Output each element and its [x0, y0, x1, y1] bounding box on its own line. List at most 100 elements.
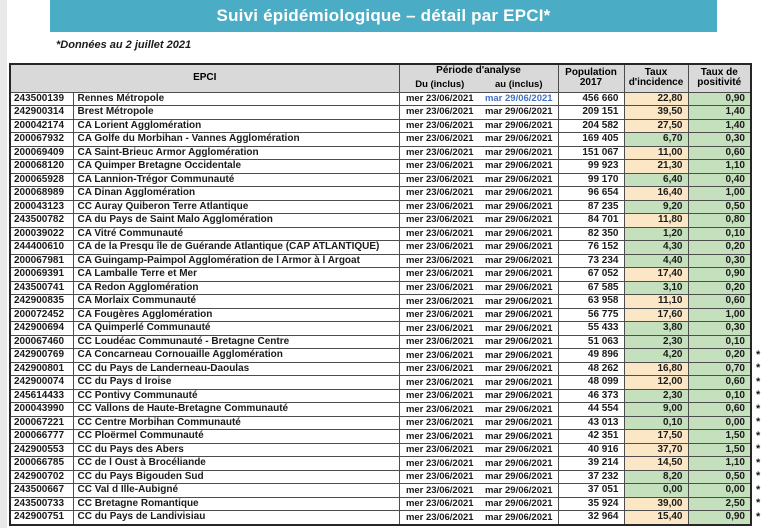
cell-positivity-rate: 1,50: [687, 429, 752, 444]
cell-epci-name: CC du Pays des Abers: [72, 442, 400, 458]
cell-asterisk: *: [751, 429, 765, 444]
cell-date-start: mer 23/06/2021: [398, 267, 480, 282]
cell-date-end: mar 29/06/2021: [480, 254, 559, 269]
cell-asterisk: *: [751, 497, 765, 511]
cell-epci-code: 200067221: [9, 415, 74, 431]
cell-date-end: mar 29/06/2021: [480, 348, 559, 363]
cell-epci-code: 200042174: [9, 118, 74, 134]
cell-date-start: mer 23/06/2021: [398, 145, 480, 161]
cell-date-end: mar 29/06/2021: [480, 200, 559, 215]
cell-population: 48 099: [557, 375, 625, 390]
cell-epci-code: 244400610: [9, 240, 74, 255]
cell-population: 43 013: [557, 415, 625, 431]
header-date-au: au (inclus): [480, 78, 559, 93]
cell-epci-name: Brest Métropole: [72, 105, 400, 120]
cell-epci-code: 200066785: [9, 456, 74, 471]
cell-epci-code: 242900835: [9, 294, 74, 309]
cell-population: 40 916: [557, 442, 625, 458]
cell-date-start: mer 23/06/2021: [398, 456, 480, 471]
header-taux-positivite: Taux de positivité: [687, 63, 752, 93]
cell-epci-code: 200067460: [9, 334, 74, 350]
cell-date-start: mer 23/06/2021: [398, 253, 480, 269]
table-row: 243500733 CC Bretagne Romantique mer 23/06…: [9, 496, 765, 512]
cell-epci-name: CC Vallons de Haute-Bretagne Communauté: [72, 402, 400, 417]
cell-date-start: mer 23/06/2021: [398, 172, 480, 188]
table-row: 200069409 CA Saint-Brieuc Armor Aggloméra…: [9, 145, 765, 161]
cell-epci-code: 242900314: [9, 105, 74, 120]
cell-epci-name: CC de l Oust à Brocéliande: [72, 456, 400, 471]
cell-asterisk: *: [751, 375, 765, 390]
cell-population: 67 052: [557, 267, 625, 282]
cell-epci-code: 200072452: [9, 307, 74, 323]
cell-date-end: mar 29/06/2021: [480, 186, 559, 201]
table-row: 245614433 CC Pontivy Communauté mer 23/06/…: [9, 388, 765, 404]
cell-population: 84 701: [557, 213, 625, 228]
cell-date-start: mer 23/06/2021: [398, 186, 480, 201]
cell-date-end: mar 29/06/2021: [480, 267, 559, 282]
cell-population: 37 051: [557, 483, 625, 498]
cell-asterisk: [751, 254, 765, 268]
cell-incidence-rate: 3,80: [623, 321, 689, 336]
cell-epci-code: 200067932: [9, 132, 74, 147]
cell-population: 56 775: [557, 307, 625, 323]
table-row: 200068120 CA Quimper Bretagne Occidentale…: [9, 159, 765, 174]
cell-date-end: mar 29/06/2021: [480, 308, 559, 323]
cell-epci-name: CA Dinan Agglomération: [72, 186, 400, 201]
cell-population: 209 151: [557, 105, 625, 120]
cell-asterisk: [751, 335, 765, 349]
cell-population: 37 232: [557, 469, 625, 485]
cell-asterisk: [751, 186, 765, 201]
cell-asterisk: [751, 173, 765, 187]
cell-epci-name: CA Morlaix Communauté: [72, 294, 400, 309]
cell-date-start: mer 23/06/2021: [398, 105, 480, 120]
cell-asterisk: [751, 159, 765, 174]
cell-positivity-rate: 0,80: [687, 213, 752, 228]
cell-population: 82 350: [557, 226, 625, 242]
table-row: 243500782 CA du Pays de Saint Malo Agglom…: [9, 213, 765, 228]
cell-incidence-rate: 27,50: [623, 118, 689, 134]
cell-epci-code: 200068989: [9, 186, 74, 201]
cell-epci-name: CA Quimper Bretagne Occidentale: [72, 159, 400, 174]
table-row: 244400610 CA de la Presqu île de Guérande…: [9, 240, 765, 255]
epci-table-container: EPCI Période d'analyse Population 2017 T…: [9, 63, 765, 526]
cell-incidence-rate: 17,40: [623, 267, 689, 282]
cell-asterisk: [751, 119, 765, 133]
cell-epci-code: 242900694: [9, 321, 74, 336]
cell-epci-name: CA de la Presqu île de Guérande Atlantiq…: [72, 240, 400, 255]
cell-epci-name: CC du Pays d Iroise: [72, 375, 400, 390]
table-row: 200067981 CA Guingamp-Paimpol Agglomérati…: [9, 253, 765, 269]
cell-incidence-rate: 6,40: [623, 172, 689, 188]
table-row: 242900694 CA Quimperlé Communauté mer 23/0…: [9, 321, 765, 336]
table-row: 200066785 CC de l Oust à Brocéliande mer 2…: [9, 456, 765, 471]
cell-asterisk: *: [751, 456, 765, 471]
cell-positivity-rate: 0,30: [687, 132, 752, 147]
cell-positivity-rate: 1,40: [687, 118, 752, 134]
cell-epci-name: CA Redon Agglomération: [72, 280, 400, 296]
cell-date-end: mar 29/06/2021: [480, 470, 559, 485]
cell-date-start: mer 23/06/2021: [398, 213, 480, 228]
cell-asterisk: [751, 200, 765, 214]
cell-asterisk: [751, 213, 765, 228]
cell-positivity-rate: 0,90: [687, 267, 752, 282]
table-row: 242900314 Brest Métropole mer 23/06/2021 ma…: [9, 105, 765, 120]
cell-epci-code: 245614433: [9, 388, 74, 404]
cell-date-start: mer 23/06/2021: [398, 469, 480, 485]
cell-date-start: mer 23/06/2021: [398, 321, 480, 336]
cell-incidence-rate: 14,50: [623, 456, 689, 471]
table-row: 242900801 CC du Pays de Landerneau-Daoula…: [9, 361, 765, 377]
cell-date-end: mar 29/06/2021: [480, 159, 559, 174]
cell-epci-code: 243500667: [9, 483, 74, 498]
cell-incidence-rate: 17,60: [623, 307, 689, 323]
cell-date-end: mar 29/06/2021: [480, 281, 559, 296]
cell-incidence-rate: 4,30: [623, 240, 689, 255]
cell-population: 456 660: [557, 91, 625, 106]
cell-incidence-rate: 8,20: [623, 469, 689, 485]
cell-epci-name: CC Auray Quiberon Terre Atlantique: [72, 199, 400, 215]
table-row: 200067221 CC Centre Morbihan Communauté me…: [9, 415, 765, 431]
cell-asterisk: [751, 105, 765, 120]
cell-epci-name: CC Bretagne Romantique: [72, 496, 400, 512]
cell-epci-name: CA Golfe du Morbihan - Vannes Agglomérat…: [72, 132, 400, 147]
cell-asterisk: *: [751, 402, 765, 417]
cell-positivity-rate: 0,60: [687, 402, 752, 417]
table-header: EPCI Période d'analyse Population 2017 T…: [9, 63, 765, 93]
